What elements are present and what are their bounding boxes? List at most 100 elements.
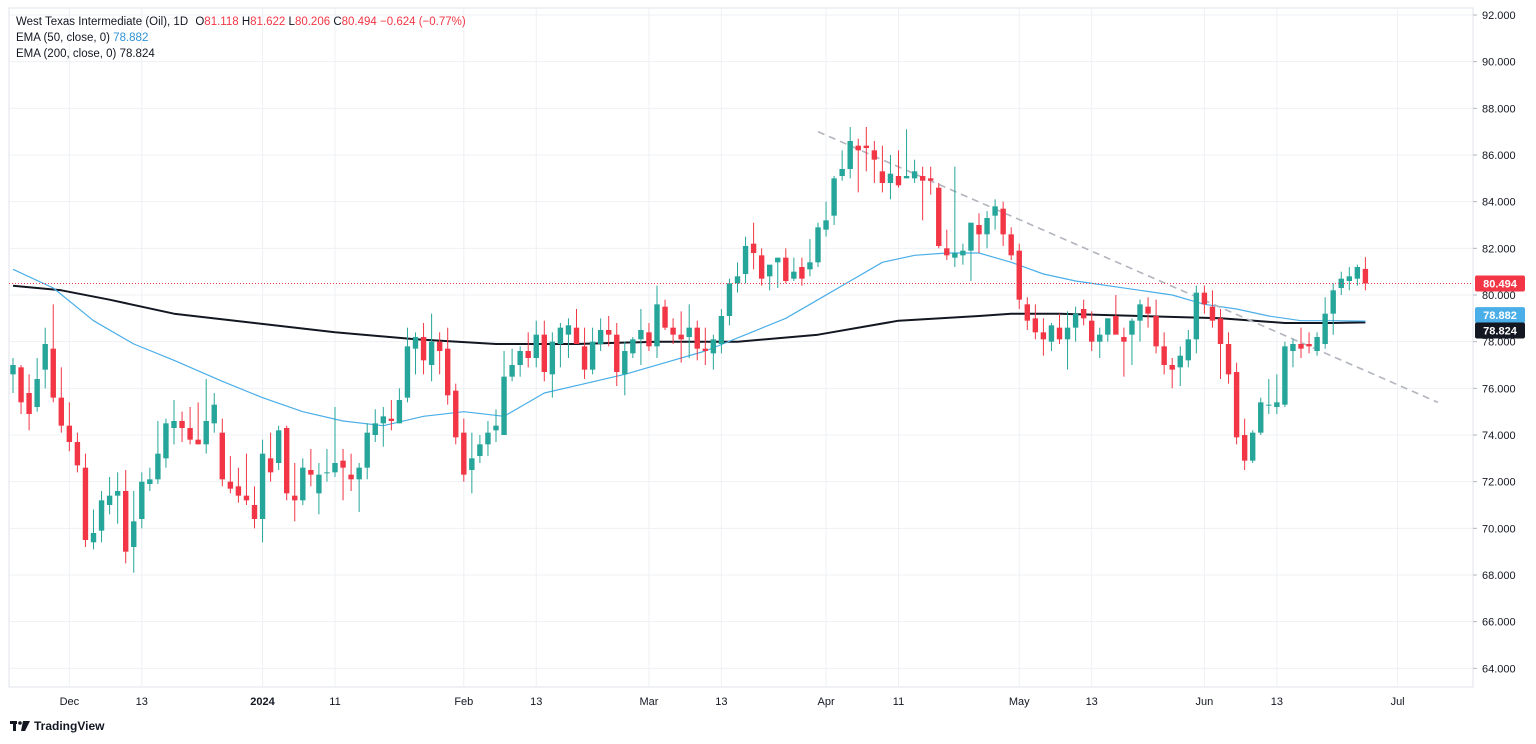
candle-down xyxy=(863,127,869,172)
candle-body xyxy=(646,332,652,347)
candle-body xyxy=(147,479,153,484)
candle-body xyxy=(1354,267,1361,279)
candle-body xyxy=(1306,344,1312,347)
candle-down xyxy=(308,449,314,487)
candle-body xyxy=(412,337,419,349)
candle-down xyxy=(694,320,700,361)
candle-down xyxy=(179,411,185,442)
candle-body xyxy=(614,334,620,372)
candle-up xyxy=(34,358,40,412)
candle-down xyxy=(235,467,242,503)
candles xyxy=(10,127,1369,573)
candle-body xyxy=(26,393,32,414)
candle-body xyxy=(1113,316,1119,335)
candle-up xyxy=(404,327,411,403)
candle-up xyxy=(823,201,829,237)
candle-body xyxy=(243,495,250,501)
candle-body xyxy=(123,491,129,552)
candle-down xyxy=(1217,309,1224,379)
candle-up xyxy=(911,159,918,183)
candle-up xyxy=(493,409,499,442)
candle-up xyxy=(887,155,894,200)
candle-down xyxy=(195,402,201,445)
candle-body xyxy=(742,246,749,274)
candle-up xyxy=(775,257,781,288)
ema50-line xyxy=(12,252,1366,427)
candle-body xyxy=(90,533,97,543)
candle-down xyxy=(187,407,193,445)
candle-up xyxy=(1048,323,1055,351)
candle-body xyxy=(726,283,733,316)
candle-body xyxy=(388,418,395,421)
candle-up xyxy=(710,334,717,370)
candle-up xyxy=(630,337,636,358)
candle-body xyxy=(211,404,217,424)
candle-body xyxy=(332,463,338,473)
tradingview-brand[interactable]: TradingView xyxy=(10,719,104,733)
candle-up xyxy=(549,332,556,398)
candle-up xyxy=(477,435,483,463)
candle-down xyxy=(420,323,427,375)
candle-body xyxy=(308,470,314,475)
candle-body xyxy=(155,453,161,480)
legend-low-label: L xyxy=(288,16,295,28)
candle-body xyxy=(606,330,612,335)
candle-up xyxy=(654,285,660,358)
candle-body xyxy=(292,495,298,501)
candle-down xyxy=(1121,327,1127,377)
x-tick-label: 13 xyxy=(715,696,727,708)
candle-down xyxy=(928,166,934,195)
candle-up xyxy=(1072,306,1079,342)
candle-down xyxy=(1032,304,1039,340)
candle-body xyxy=(1217,318,1224,344)
candle-body xyxy=(284,428,290,494)
candle-body xyxy=(686,327,692,337)
candle-body xyxy=(807,262,813,270)
y-tick-label: 66.000 xyxy=(1482,617,1516,629)
candle-body xyxy=(501,376,507,435)
candle-body xyxy=(565,325,572,335)
price-label-text: 78.882 xyxy=(1483,310,1517,322)
chart-legend: West Texas Intermediate (Oil), 1D O81.11… xyxy=(16,14,466,62)
legend-close-label: C xyxy=(333,16,342,28)
candle-up xyxy=(557,323,564,368)
candle-body xyxy=(1129,320,1135,335)
candle-body xyxy=(10,365,16,375)
legend-high-value: 81.622 xyxy=(250,16,286,28)
candle-body xyxy=(1161,346,1167,365)
candle-body xyxy=(589,341,596,370)
candle-body xyxy=(791,271,797,279)
candle-down xyxy=(58,367,64,433)
candle-up xyxy=(114,472,121,524)
candle-down xyxy=(227,456,234,494)
candle-down xyxy=(573,309,580,344)
candle-body xyxy=(259,453,266,519)
candle-body xyxy=(557,327,564,344)
candle-down xyxy=(606,316,612,347)
candle-up xyxy=(1193,285,1200,354)
candle-body xyxy=(1193,292,1200,340)
candle-body xyxy=(1056,327,1063,340)
brand-name: TradingView xyxy=(34,719,105,733)
y-tick-label: 68.000 xyxy=(1482,570,1516,582)
candle-up xyxy=(1064,311,1071,370)
candle-body xyxy=(895,176,902,186)
candle-down xyxy=(614,323,620,386)
candle-down xyxy=(678,311,684,363)
x-tick-label: 2024 xyxy=(250,696,275,708)
candle-body xyxy=(1121,337,1127,342)
candle-body xyxy=(734,276,741,284)
legend-ema200-label: EMA (200, close, 0) xyxy=(16,48,117,60)
candle-body xyxy=(131,521,137,547)
candle-down xyxy=(340,449,346,501)
candle-body xyxy=(1097,334,1103,342)
candle-body xyxy=(919,176,926,181)
candle-body xyxy=(428,341,435,365)
candle-up xyxy=(300,458,306,505)
candle-up xyxy=(42,327,48,389)
candle-body xyxy=(42,344,48,370)
candle-up xyxy=(734,262,741,293)
x-tick-label: Mar xyxy=(639,696,658,708)
